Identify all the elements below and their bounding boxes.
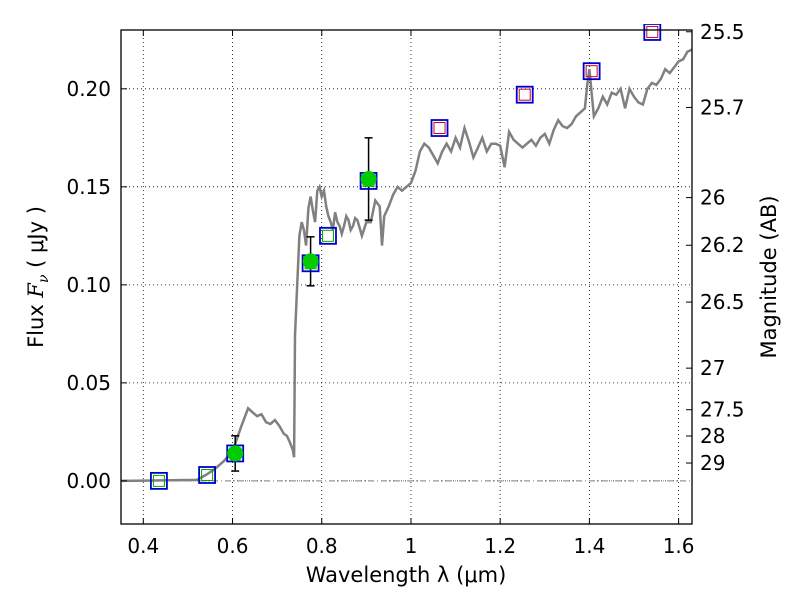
photometry-square — [198, 466, 216, 484]
x-tick-label: 0.8 — [306, 534, 338, 558]
photometry-square — [319, 226, 337, 245]
y2-tick-label: 28 — [700, 424, 725, 448]
y-tick-label: 0.15 — [66, 175, 111, 199]
y2-tick-label: 25.7 — [700, 95, 745, 119]
y-tick-label: 0.00 — [66, 469, 111, 493]
detection-point — [227, 445, 244, 462]
y2-tick-label: 27.5 — [700, 398, 745, 422]
photometry-square-inner — [152, 474, 165, 487]
x-axis: 0.4 0.6 0.8 1 1.2 1.4 1.6 — [127, 30, 695, 558]
y2-axis: 25.5 25.7 26 26.2 26.5 27 27.528 29 — [686, 20, 745, 475]
y2-tick-label: 26.5 — [700, 290, 745, 314]
photometry-square-inner — [321, 229, 334, 242]
x-tick-label: 0.6 — [217, 534, 249, 558]
x-tick-label: 1 — [405, 534, 418, 558]
detection-point — [360, 170, 377, 187]
y2-tick-label: 25.5 — [700, 20, 745, 44]
y2-tick-label: 26 — [700, 186, 725, 210]
y-axis: 0.00 0.05 0.10 0.15 0.20 — [66, 77, 127, 493]
y2-tick-label: 26.2 — [700, 233, 745, 257]
x-tick-label: 1.6 — [663, 534, 695, 558]
photometry-square-inner — [518, 88, 531, 101]
model-spectrum-line — [121, 48, 692, 483]
y2-axis-label: Magnitude (AB) — [757, 195, 781, 358]
photometry-square-inner — [433, 122, 446, 135]
y-tick-label: 0.10 — [66, 273, 111, 297]
y-axis-label: Flux Fν ( μJy ) — [24, 206, 52, 348]
y-tick-label: 0.05 — [66, 371, 111, 395]
y2-tick-label: 27 — [700, 356, 725, 380]
photometry-square — [150, 471, 168, 490]
x-tick-label: 1.2 — [484, 534, 516, 558]
photometry-square — [515, 85, 534, 104]
detection-point — [302, 253, 319, 270]
photometry-square — [643, 24, 662, 41]
photometry-square — [430, 119, 449, 137]
x-axis-label: Wavelength λ (μm) — [306, 563, 507, 587]
photometry-square-inner — [201, 468, 214, 481]
plot-frame — [120, 29, 693, 525]
photometry-square-inner — [646, 25, 659, 38]
photometry-square-inner — [585, 65, 598, 78]
x-tick-label: 0.4 — [127, 534, 159, 558]
photometry-square — [582, 62, 601, 81]
detection-points — [227, 170, 377, 462]
y2-tick-label: 29 — [700, 451, 725, 475]
x-tick-label: 1.4 — [573, 534, 605, 558]
y-tick-label: 0.20 — [66, 77, 111, 101]
